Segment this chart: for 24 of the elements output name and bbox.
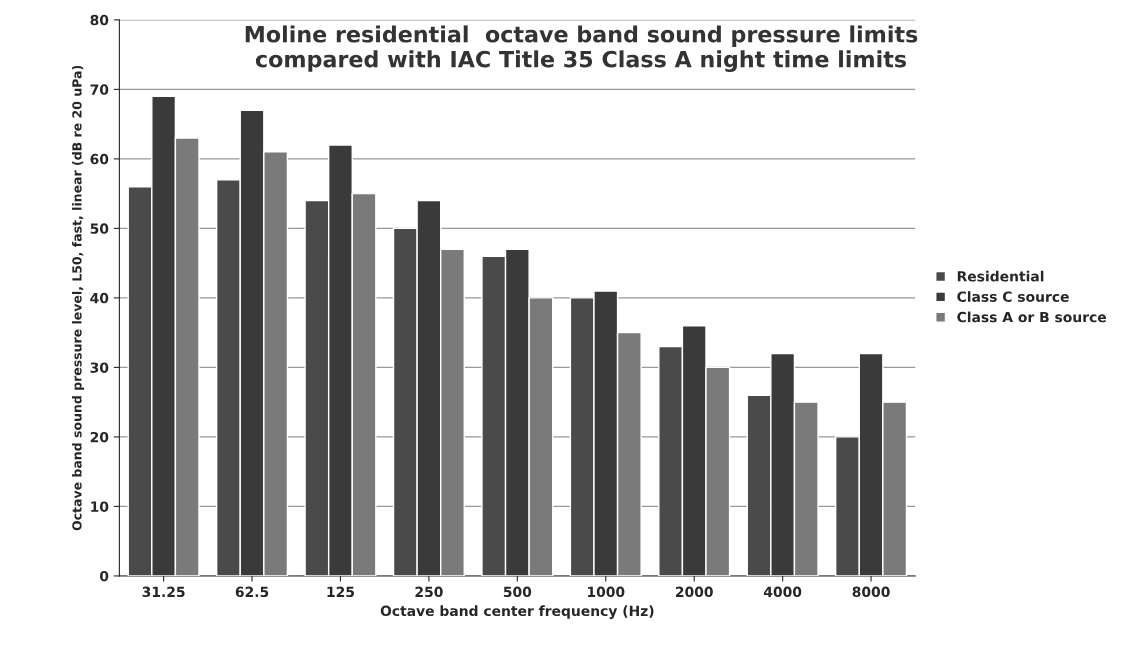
y-tick-label: 0: [99, 570, 109, 582]
y-tick-label: 60: [90, 153, 109, 165]
x-tick-label: 125: [327, 586, 354, 598]
y-tick-label: 50: [90, 223, 109, 234]
x-tick-label: 250: [415, 586, 443, 598]
y-tick-label: 70: [90, 84, 109, 95]
y-tick-label: 10: [91, 501, 109, 512]
legend-label: Class C source: [957, 291, 1069, 302]
x-tick-label: 8000: [852, 586, 890, 598]
y-tick-label: 80: [90, 14, 109, 26]
text: Moline residential octave band sound pressure limits compared with IAC Title 35 Class A night time limits: [245, 25, 918, 72]
y-axis-title: Octave band sound pressure level, L50, fast, linear (dB re 20 uPa): [71, 65, 85, 531]
x-tick-label: 2000: [675, 586, 713, 598]
x-axis-title: Octave band center frequency (Hz): [380, 605, 654, 619]
x-tick-label: 4000: [763, 586, 802, 598]
y-tick-label: 30: [90, 362, 109, 373]
x-tick-label: 500: [503, 586, 532, 598]
x-tick-label: 31.25: [142, 586, 185, 598]
legend-label: Residential: [957, 270, 1044, 282]
x-tick-label: 1000: [588, 586, 625, 598]
y-tick-label: 40: [90, 292, 109, 304]
y-tick-label: 20: [90, 431, 109, 443]
legend-label: Class A or B source: [957, 311, 1107, 323]
x-tick-label: 62.5: [235, 586, 269, 598]
